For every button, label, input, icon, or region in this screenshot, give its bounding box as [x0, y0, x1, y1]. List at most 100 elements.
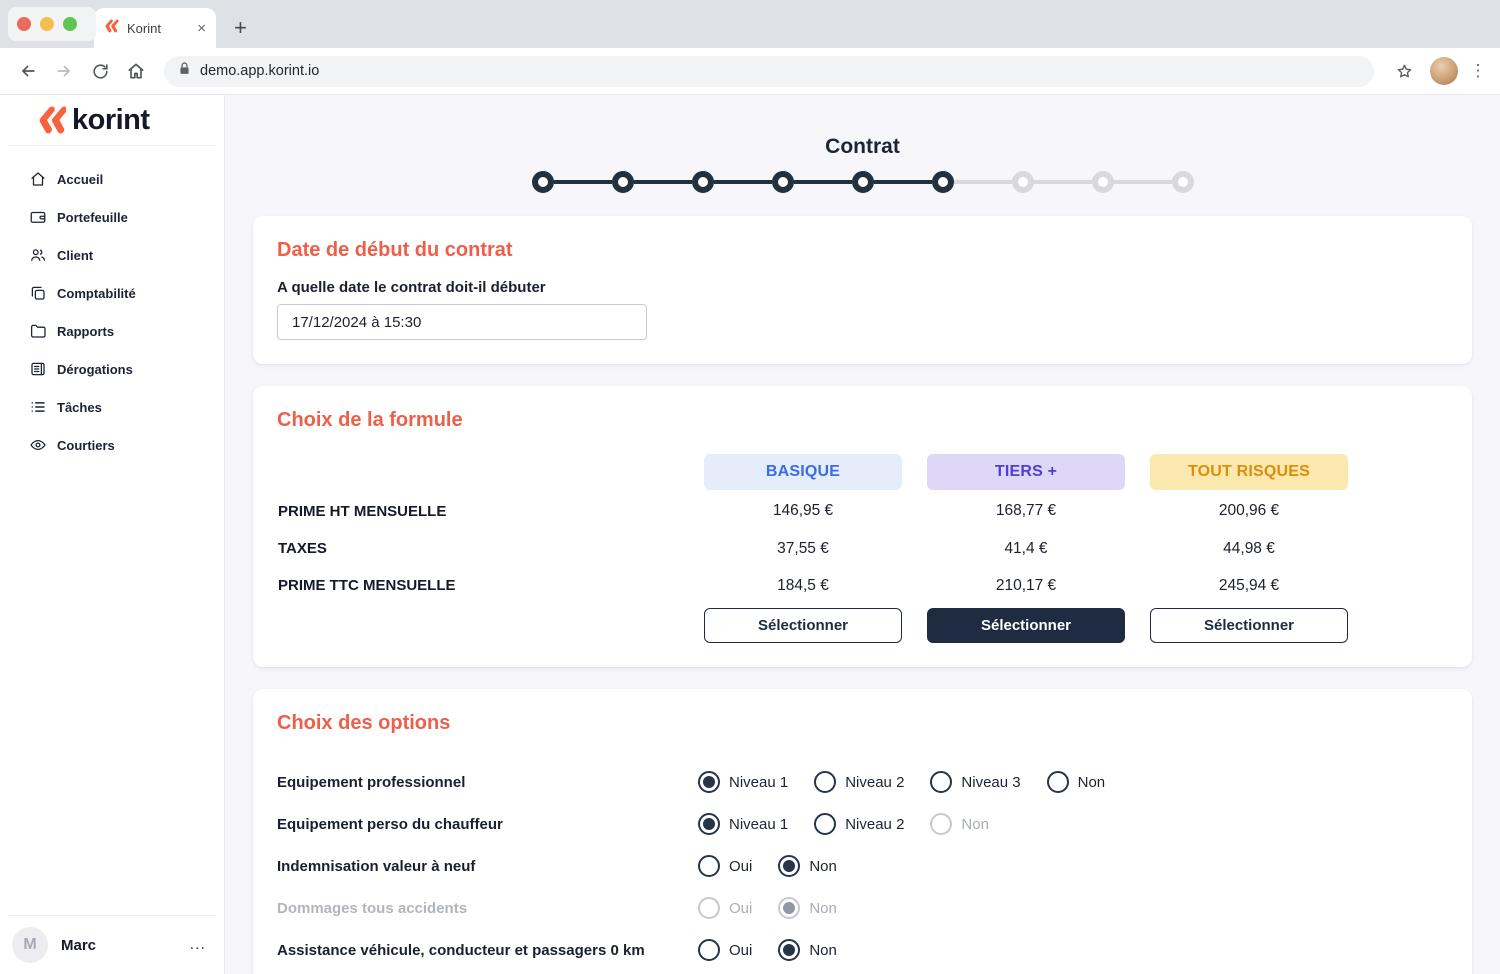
radio-oui[interactable] — [698, 855, 720, 877]
select-button-basique[interactable]: Sélectionner — [704, 608, 902, 643]
sidebar-item-rapports[interactable]: Rapports — [0, 312, 224, 350]
home-browser-icon[interactable] — [118, 53, 154, 89]
option-label: Dommages tous accidents — [277, 899, 468, 917]
stepper-step-3[interactable] — [691, 171, 714, 193]
back-icon[interactable] — [10, 53, 46, 89]
option-label: Indemnisation valeur à neuf — [277, 857, 476, 875]
choice-equipement-professionnel-niveau-1[interactable]: Niveau 1 — [698, 771, 788, 793]
sidebar-item-client[interactable]: Client — [0, 236, 224, 274]
choice-equipement-professionnel-niveau-2[interactable]: Niveau 2 — [814, 771, 904, 793]
radio-non-selected[interactable] — [778, 855, 801, 877]
radio-niveau-2[interactable] — [814, 771, 837, 793]
browser-tab[interactable]: Korint × — [94, 8, 216, 48]
formula-table: BASIQUE TIERS + TOUT RISQUES PRIME HT MENSU… — [277, 454, 1448, 643]
radio-non-selected[interactable] — [778, 939, 801, 961]
date-question-label: A quelle date le contrat doit-il débuter — [277, 279, 546, 296]
forward-icon[interactable] — [46, 53, 82, 89]
choice-assistance-vehicule-conducteur-et-passagers-0-km-oui[interactable]: Oui — [698, 939, 752, 961]
browser-toolbar: demo.app.korint.io ⋮ — [0, 48, 1500, 95]
sidebar-item-courtiers[interactable]: Courtiers — [0, 426, 224, 464]
user-row[interactable]: M Marc ... — [0, 916, 224, 974]
korint-logo[interactable]: korint — [0, 95, 224, 145]
choice-dommages-tous-accidents-non: Non — [778, 897, 837, 919]
select-button-tiers-plus[interactable]: Sélectionner — [927, 608, 1125, 643]
stepper-track — [225, 171, 1500, 193]
choice-indemnisation-valeur-a-neuf-non[interactable]: Non — [778, 855, 837, 877]
choice-equipement-professionnel-niveau-3[interactable]: Niveau 3 — [930, 771, 1021, 793]
radio-non[interactable] — [1046, 771, 1069, 793]
checklist-icon — [28, 398, 47, 417]
korint-logo-icon — [39, 106, 66, 134]
radio-niveau-2[interactable] — [814, 813, 837, 835]
stepper-step-9[interactable] — [1171, 171, 1194, 193]
option-row-assistance-vehicule-conducteur-et-passagers-0-km: Assistance véhicule, conducteur et passa… — [277, 929, 1448, 971]
choice-dommages-tous-accidents-oui: Oui — [698, 897, 752, 919]
metric-label-taxes: TAXES — [278, 540, 327, 557]
tab-strip: Korint × + — [0, 0, 1500, 48]
sidebar-item-taches[interactable]: Tâches — [0, 388, 224, 426]
stepper-step-2[interactable] — [611, 171, 634, 193]
main-content: Contrat Date de début du contrat A quell… — [225, 95, 1500, 974]
sidebar-item-portefeuille[interactable]: Portefeuille — [0, 198, 224, 236]
date-section-title: Date de début du contrat — [277, 239, 513, 261]
sidebar-item-accueil[interactable]: Accueil — [0, 160, 224, 198]
choice-label: Non — [809, 941, 837, 959]
radio-non-selected — [778, 897, 801, 919]
select-button-tout-risques[interactable]: Sélectionner — [1150, 608, 1348, 643]
choice-equipement-perso-du-chauffeur-niveau-1[interactable]: Niveau 1 — [698, 813, 788, 835]
users-icon — [28, 246, 47, 265]
radio-niveau-1-selected[interactable] — [698, 771, 720, 793]
maximize-window-button[interactable] — [63, 17, 77, 31]
eye-icon — [28, 436, 47, 455]
stepper-step-7[interactable] — [1011, 171, 1034, 193]
radio-oui[interactable] — [698, 939, 720, 961]
bookmark-star-icon[interactable] — [1386, 53, 1422, 89]
option-label: Equipement perso du chauffeur — [277, 815, 503, 833]
choice-label: Niveau 1 — [729, 815, 789, 833]
stepper-step-6[interactable] — [931, 171, 954, 193]
window-controls — [8, 7, 96, 41]
stepper-connector — [1113, 180, 1172, 184]
radio-niveau-3[interactable] — [930, 771, 953, 793]
plan-value-tiers-plus-taxes: 41,4 € — [1004, 540, 1048, 557]
stepper-step-4[interactable] — [771, 171, 794, 193]
sidebar-item-label: Rapports — [57, 323, 115, 339]
choice-equipement-professionnel-non[interactable]: Non — [1046, 771, 1105, 793]
option-choices: Oui Non — [698, 897, 1448, 919]
reload-icon[interactable] — [82, 53, 118, 89]
choice-equipement-perso-du-chauffeur-niveau-2[interactable]: Niveau 2 — [814, 813, 904, 835]
choice-assistance-vehicule-conducteur-et-passagers-0-km-non[interactable]: Non — [778, 939, 837, 961]
formula-section-title: Choix de la formule — [277, 409, 463, 431]
plan-value-basique-taxes: 37,55 € — [777, 540, 829, 557]
new-tab-button[interactable]: + — [234, 15, 247, 40]
choice-label: Oui — [729, 941, 753, 959]
choice-indemnisation-valeur-a-neuf-oui[interactable]: Oui — [698, 855, 752, 877]
page-title: Contrat — [825, 135, 900, 158]
stepper-step-8[interactable] — [1091, 171, 1114, 193]
tab-close-icon[interactable]: × — [197, 19, 206, 37]
stepper-step-1[interactable] — [531, 171, 554, 193]
address-bar[interactable]: demo.app.korint.io — [164, 55, 1374, 87]
folder-icon — [28, 322, 47, 341]
sidebar-item-comptabilite[interactable]: Comptabilité — [0, 274, 224, 312]
plan-header-tiers-plus: TIERS + — [927, 454, 1125, 490]
option-choices: Oui Non — [698, 939, 1448, 961]
choice-label: Oui — [729, 857, 753, 875]
profile-avatar[interactable] — [1430, 57, 1458, 85]
browser-menu-icon[interactable]: ⋮ — [1469, 61, 1487, 80]
minimize-window-button[interactable] — [40, 17, 54, 31]
document-icon — [28, 360, 47, 379]
sidebar-item-derogations[interactable]: Dérogations — [0, 350, 224, 388]
choice-label: Non — [809, 899, 837, 917]
option-label: Equipement professionnel — [277, 773, 466, 791]
stepper-step-5[interactable] — [851, 171, 874, 193]
close-window-button[interactable] — [17, 17, 31, 31]
choice-label: Niveau 3 — [961, 773, 1021, 791]
stepper-connector — [713, 180, 772, 184]
options-rows: Equipement professionnel Niveau 1 Niveau 2… — [277, 761, 1448, 971]
radio-niveau-1-selected[interactable] — [698, 813, 720, 835]
user-menu-icon[interactable]: ... — [189, 936, 206, 953]
contract-start-date-input[interactable] — [277, 304, 647, 340]
sidebar-item-label: Comptabilité — [57, 285, 136, 301]
plan-value-tout-risques-prime-ttc: 245,94 € — [1218, 577, 1280, 594]
